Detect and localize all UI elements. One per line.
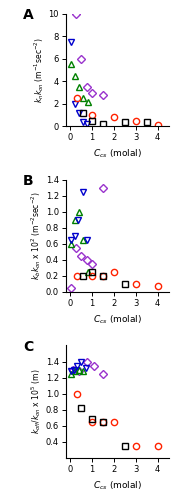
Text: C: C (23, 340, 33, 354)
Text: A: A (23, 8, 34, 22)
Y-axis label: $k_b k_{on}$ x 10$^{2}$ (m$^{-2}$sec$^{-2}$): $k_b k_{on}$ x 10$^{2}$ (m$^{-2}$sec$^{-… (29, 192, 43, 280)
X-axis label: $C_{cs}$ (molal): $C_{cs}$ (molal) (93, 479, 142, 492)
Y-axis label: $k_n k_{on}$ (m$^{-1}$sec$^{-2}$): $k_n k_{on}$ (m$^{-1}$sec$^{-2}$) (32, 37, 46, 103)
Text: B: B (23, 174, 33, 188)
X-axis label: $C_{cs}$ (molal): $C_{cs}$ (molal) (93, 148, 142, 160)
X-axis label: $C_{cs}$ (molal): $C_{cs}$ (molal) (93, 314, 142, 326)
Y-axis label: $k_{off}/k_{on}$ x 10$^{5}$ (m): $k_{off}/k_{on}$ x 10$^{5}$ (m) (29, 369, 43, 434)
